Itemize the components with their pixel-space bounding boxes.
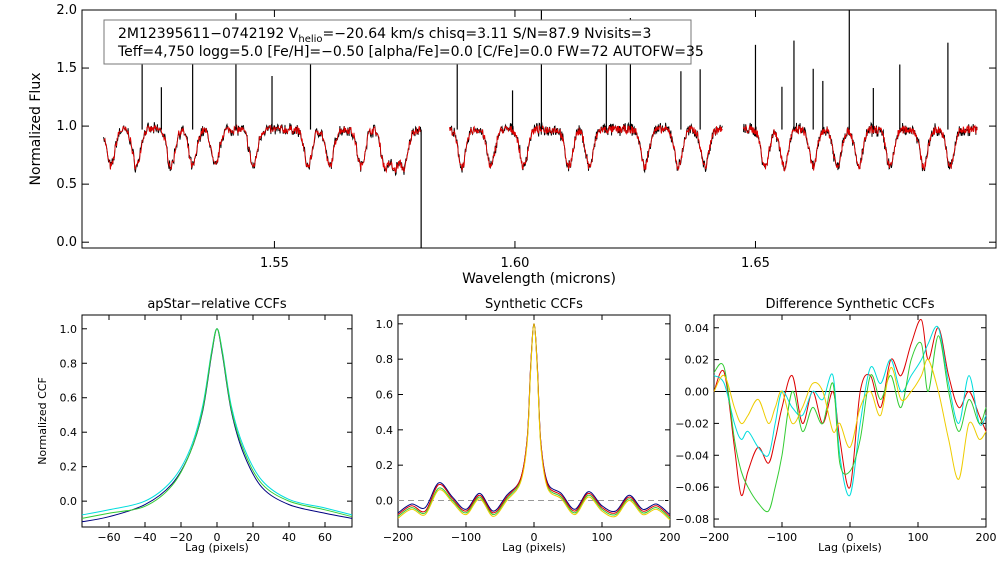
info-line-1: 2M12395611−0742192 Vhelio=−20.64 km/s ch… xyxy=(118,26,651,45)
model-spectrum-segment xyxy=(449,124,723,172)
ccf-series-line xyxy=(713,358,987,480)
y-tick-label: 0.0 xyxy=(60,495,78,508)
y-tick-label: 0.2 xyxy=(376,459,394,472)
ccf-series-line xyxy=(397,323,671,517)
ccf-series-line xyxy=(713,319,987,497)
difference-ccf-axes: −200 −100 0 100 200 −0.08 −0.06 −0.04 −0.02 0.00 0… xyxy=(675,297,996,554)
y-tick-label: 0.5 xyxy=(56,177,77,192)
y-tick-label: 0.6 xyxy=(376,389,394,402)
y-tick-label: 0.8 xyxy=(376,353,394,366)
y-tick-label: 0.4 xyxy=(60,426,78,439)
difference-ccf-panel: −200 −100 0 100 200 −0.08 −0.06 −0.04 −0.02 0.00 0… xyxy=(675,297,996,554)
ccf-series-line xyxy=(713,335,987,513)
x-tick-label: −60 xyxy=(97,531,120,544)
y-tick-label: 2.0 xyxy=(56,3,77,18)
x-axis-label: Lag (pixels) xyxy=(185,541,249,554)
synthetic-ccf-axes: −200 −100 0 100 200 0.0 0.2 0.4 0.6 0.8 1.0 Synthet… xyxy=(376,297,681,554)
ccf-series-line xyxy=(397,323,671,516)
x-tick-label: 100 xyxy=(908,531,929,544)
x-tick-label: −40 xyxy=(133,531,156,544)
y-tick-label: 0.02 xyxy=(685,354,710,367)
x-axis-label: Lag (pixels) xyxy=(818,541,882,554)
spectrum-panel: 1.55 1.60 1.65 0.0 0.5 1.0 1.5 2.0 Wavelength (m… xyxy=(28,3,997,287)
model-spectrum-segment xyxy=(742,124,978,172)
x-tick-label: 40 xyxy=(282,531,296,544)
difference-ccf-series xyxy=(713,319,987,513)
apstar-ccf-axes: −60 −40 −20 0 20 40 60 0.0 0.2 0.4 0.6 0.8 1.0 apStar… xyxy=(36,297,353,554)
x-tick-label: 60 xyxy=(318,531,332,544)
y-tick-label: 0.00 xyxy=(685,386,710,399)
ccf-series-line xyxy=(713,325,987,497)
apstar-ccf-series xyxy=(81,328,353,523)
x-tick-label: 100 xyxy=(592,531,613,544)
y-tick-label: 0.0 xyxy=(56,235,77,250)
info-line-2: Teff=4,750 logg=5.0 [Fe/H]=−0.50 [alpha/… xyxy=(117,44,704,60)
x-tick-label: 1.65 xyxy=(741,256,770,271)
y-tick-label: 1.0 xyxy=(60,323,78,336)
y-tick-label: 0.6 xyxy=(60,392,78,405)
x-tick-label: −20 xyxy=(169,531,192,544)
y-tick-label: 1.0 xyxy=(56,119,77,134)
x-axis-label: Lag (pixels) xyxy=(502,541,566,554)
ccf-series-line xyxy=(81,328,353,516)
info-box: 2M12395611−0742192 Vhelio=−20.64 km/s ch… xyxy=(103,19,704,65)
ccf-series-line xyxy=(397,323,671,521)
x-tick-label: −200 xyxy=(699,531,729,544)
y-tick-label: 1.5 xyxy=(56,61,77,76)
x-tick-label: 0 xyxy=(847,531,854,544)
x-axis-label: Wavelength (microns) xyxy=(462,271,616,287)
apstar-ccf-panel: −60 −40 −20 0 20 40 60 0.0 0.2 0.4 0.6 0.8 1.0 apStar… xyxy=(36,297,353,554)
y-tick-label: −0.08 xyxy=(675,513,709,526)
x-tick-label: 0 xyxy=(531,531,538,544)
y-tick-label: 0.2 xyxy=(60,461,78,474)
ccf-series-line xyxy=(81,328,353,523)
y-tick-label: 0.0 xyxy=(376,495,394,508)
synthetic-ccf-panel: −200 −100 0 100 200 0.0 0.2 0.4 0.6 0.8 1.0 Synthet… xyxy=(376,297,681,554)
y-axis-label: Normalized Flux xyxy=(28,73,44,186)
panel-title: Synthetic CCFs xyxy=(485,297,583,312)
x-tick-label: −100 xyxy=(767,531,797,544)
x-tick-label: 1.60 xyxy=(500,256,529,271)
y-tick-label: 0.8 xyxy=(60,357,78,370)
x-tick-label: 20 xyxy=(246,531,260,544)
y-tick-label: 0.4 xyxy=(376,424,394,437)
info-box-frame xyxy=(103,19,692,65)
ccf-series-line xyxy=(81,328,353,519)
x-tick-label: 0 xyxy=(214,531,221,544)
y-tick-label: −0.06 xyxy=(675,481,709,494)
y-tick-label: −0.02 xyxy=(675,417,709,430)
x-tick-label: 200 xyxy=(976,531,997,544)
x-tick-label: 1.55 xyxy=(260,256,289,271)
model-spectrum-segment xyxy=(103,124,422,174)
spectrum-axes: 1.55 1.60 1.65 0.0 0.5 1.0 1.5 2.0 Wavelength (m… xyxy=(28,3,997,287)
axes-frame xyxy=(81,9,997,249)
ccf-series-line xyxy=(397,323,671,519)
synthetic-ccf-series xyxy=(397,323,671,521)
y-tick-label: 0.04 xyxy=(685,322,710,335)
x-tick-label: −200 xyxy=(383,531,413,544)
y-tick-label: −0.04 xyxy=(675,449,709,462)
y-tick-label: 1.0 xyxy=(376,318,394,331)
x-tick-label: −100 xyxy=(451,531,481,544)
x-tick-label: 200 xyxy=(660,531,681,544)
y-axis-label: Normalized CCF xyxy=(36,377,49,465)
panel-title: apStar−relative CCFs xyxy=(147,297,287,312)
panel-title: Difference Synthetic CCFs xyxy=(765,297,934,312)
axes-frame xyxy=(81,314,353,528)
